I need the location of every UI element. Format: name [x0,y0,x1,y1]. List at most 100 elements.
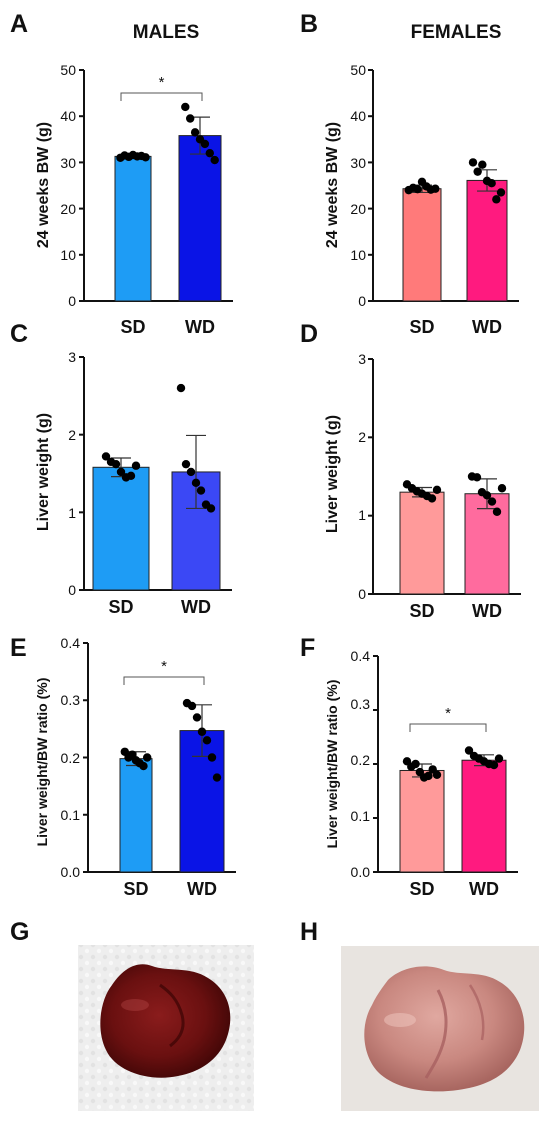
ylabel-c: Liver weight (g) [35,413,52,531]
data-point [190,128,200,137]
data-point [487,497,497,506]
data-point [196,486,206,495]
category-label-sd: SD [409,879,434,899]
ytick-label: 0.4 [61,635,81,651]
ytick-label: 0.0 [61,864,81,880]
panel-letter-d: D [300,320,318,348]
yticks-b: 0 10 20 30 40 50 [350,62,366,309]
yticks-c: 0 1 2 3 [68,349,76,598]
ytick-label: 40 [350,108,366,124]
data-point [497,484,507,493]
category-label-wd: WD [187,879,217,899]
data-point [464,746,474,755]
data-point [176,383,186,393]
chart-f: SD WD * [373,655,518,899]
ytick-label: 10 [60,247,76,263]
liver-photo-g [78,945,254,1111]
data-point [210,155,219,165]
yticks-f: 0.0 0.1 0.2 0.3 0.4 [351,648,371,880]
data-point [186,114,195,123]
ytick-label: 0.2 [351,752,371,768]
ytick-label: 0 [68,293,76,309]
chart-a: SD WD * [79,69,233,337]
category-label-wd: WD [472,317,502,337]
data-point [139,761,148,771]
significance-star: * [445,705,451,722]
data-point [424,771,433,781]
data-point [111,459,121,469]
significance-star: * [159,74,165,91]
data-point [143,753,152,762]
panel-letter-b: B [300,10,318,38]
ytick-label: 1 [358,507,366,523]
ytick-label: 0.4 [351,648,371,664]
data-point [181,102,190,112]
category-label-sd: SD [108,597,133,617]
ylabel-b: 24 weeks BW (g) [324,122,341,248]
data-point [487,178,496,188]
data-point [492,507,502,516]
ytick-label: 20 [60,201,76,217]
ytick-label: 2 [68,427,76,443]
category-label-sd: SD [409,601,434,621]
ytick-label: 30 [350,155,366,171]
data-point [205,148,214,158]
chart-b: SD WD [368,69,519,337]
significance-bracket [409,723,487,732]
ytick-label: 0.1 [351,808,371,824]
ytick-label: 0.3 [351,696,371,712]
bar-sd [92,466,150,591]
bar-sd [399,769,445,873]
ytick-label: 0 [358,293,366,309]
bar-wd [466,179,508,302]
ylabel-f: Liver weight/BW ratio (%) [324,680,340,849]
ytick-label: 0.1 [61,807,81,823]
ytick-label: 3 [358,351,366,367]
ytick-label: 0 [358,586,366,602]
data-point [197,727,207,736]
category-label-wd: WD [469,879,499,899]
panel-letter-a: A [10,10,28,38]
data-point [126,471,136,481]
panel-letter-e: E [10,634,27,662]
significance-bracket [123,676,205,685]
liver-dark-icon [100,964,231,1078]
bar-sd [119,758,153,873]
liver-highlight [121,999,149,1011]
bar-wd [461,759,507,873]
bar-sd [402,188,442,302]
ytick-label: 0.0 [351,864,371,880]
panel-letter-c: C [10,320,28,348]
category-label-sd: SD [409,317,434,337]
ytick-label: 3 [68,349,76,365]
ytick-label: 10 [350,247,366,263]
data-point [489,760,499,770]
ytick-label: 1 [68,505,76,521]
bar-wd [464,493,510,595]
data-point [141,153,150,162]
category-label-sd: SD [123,879,148,899]
ytick-label: 50 [350,62,366,78]
liver-lobe-line [159,983,185,1048]
data-point [187,701,197,711]
chart-d: SD WD [368,358,521,621]
data-point [101,452,111,461]
data-point [413,184,422,194]
data-point [191,478,201,488]
category-label-wd: WD [185,317,215,337]
chart-c: SD WD [79,356,232,617]
bar-sd [114,155,152,302]
data-point [468,158,478,167]
data-point [181,459,191,469]
yticks-d: 0 1 2 3 [358,351,366,602]
data-point [212,773,222,782]
category-label-sd: SD [120,317,145,337]
liver-lobe-line [468,984,485,1041]
males-title: MALES [133,22,200,43]
ylabel-d: Liver weight (g) [324,415,341,533]
bar-sd [399,491,445,595]
data-point [496,188,506,197]
ylabel-e: Liver weight/BW ratio (%) [34,678,50,847]
ytick-label: 20 [350,201,366,217]
ylabel-a: 24 weeks BW (g) [35,122,52,248]
